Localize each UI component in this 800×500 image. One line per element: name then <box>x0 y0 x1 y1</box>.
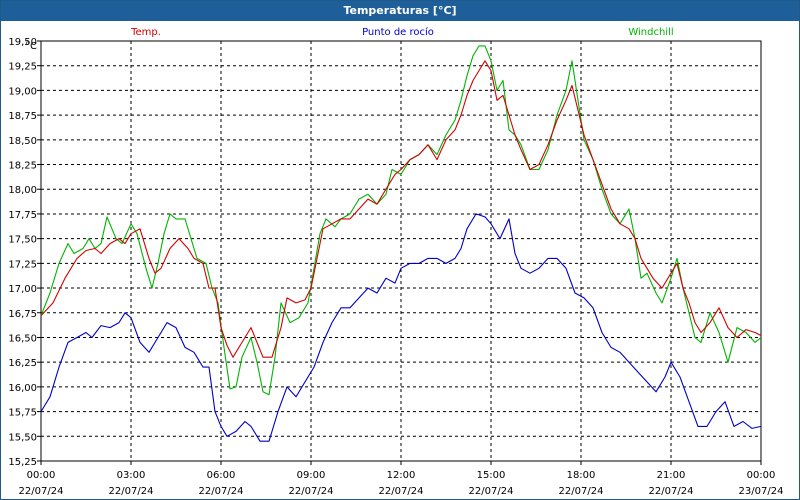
legend-windchill: Windchill <box>628 27 673 38</box>
y-tick-label: 17,00 <box>8 284 37 295</box>
series-line-windchill <box>40 45 762 396</box>
y-tick-label: 16,25 <box>8 358 37 369</box>
y-tick-label: 16,50 <box>8 333 37 344</box>
y-tick-label: 17,25 <box>8 259 37 270</box>
chart-title: Temperaturas [°C] <box>1 1 799 21</box>
legend-dew-point: Punto de rocío <box>362 26 434 38</box>
y-tick-label: 15,75 <box>8 408 37 419</box>
x-tick-time: 06:00 <box>207 470 236 481</box>
x-tick-date: 22/07/24 <box>379 486 424 497</box>
y-tick-label: 19,25 <box>8 62 37 73</box>
x-tick-time: 03:00 <box>117 470 146 481</box>
y-tick-label: 19,00 <box>8 86 37 97</box>
chart-series <box>40 45 762 442</box>
y-tick-label: 18,00 <box>8 185 37 196</box>
x-tick-time: 09:00 <box>297 470 326 481</box>
y-tick-label: 19,50 <box>8 37 37 48</box>
x-tick-date: 22/07/24 <box>109 486 154 497</box>
series-line-temp <box>40 60 762 358</box>
x-tick-time: 21:00 <box>657 470 686 481</box>
x-tick-date: 22/07/24 <box>469 486 514 497</box>
chart-legend: Temp. Punto de rocío Windchill <box>130 26 674 38</box>
y-tick-label: 17,75 <box>8 210 37 221</box>
y-tick-label: 18,25 <box>8 161 37 172</box>
x-tick-date: 22/07/24 <box>19 486 64 497</box>
x-tick-date: 22/07/24 <box>559 486 604 497</box>
x-tick-date: 22/07/24 <box>199 486 244 497</box>
x-tick-time: 15:00 <box>477 470 506 481</box>
y-axis-unit: °C <box>25 41 37 52</box>
y-axis-ticks: 15,25 15,50 15,75 16,00 16,25 16,50 16,75 17,00… <box>8 37 41 468</box>
x-tick-date: 22/07/24 <box>289 486 334 497</box>
x-tick-date: 23/07/24 <box>739 486 784 497</box>
y-tick-label: 18,75 <box>8 111 37 122</box>
chart-grid <box>41 40 761 461</box>
x-tick-time: 00:00 <box>27 470 56 481</box>
x-tick-time: 12:00 <box>387 470 416 481</box>
x-tick-time: 18:00 <box>567 470 596 481</box>
x-tick-date: 22/07/24 <box>649 486 694 497</box>
x-axis-ticks: 00:00 22/07/24 03:00 22/07/24 06:00 22/07/24 0… <box>19 461 784 497</box>
x-tick-time: 00:00 <box>747 470 776 481</box>
legend-temp: Temp. <box>130 27 161 38</box>
y-tick-label: 16,75 <box>8 309 37 320</box>
series-line-dew-point <box>40 213 762 442</box>
y-tick-label: 18,50 <box>8 136 37 147</box>
y-tick-label: 16,00 <box>8 383 37 394</box>
y-tick-label: 15,50 <box>8 432 37 443</box>
y-tick-label: 17,50 <box>8 235 37 246</box>
y-tick-label: 15,25 <box>8 457 37 468</box>
